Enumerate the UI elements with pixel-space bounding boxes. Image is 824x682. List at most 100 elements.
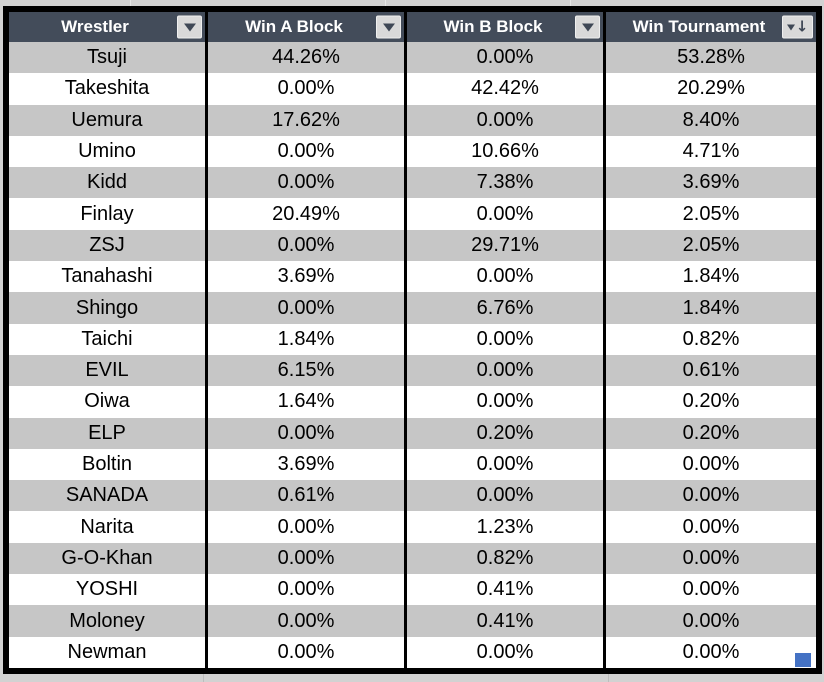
cell-win-b-block[interactable]: 0.00% [404,104,603,136]
table-row[interactable]: ZSJ 0.00% 29.71% 2.05% [9,229,816,262]
cell-win-a-block[interactable]: 0.00% [205,229,404,262]
table-row[interactable]: SANADA 0.61% 0.00% 0.00% [9,480,816,512]
cell-wrestler[interactable]: Moloney [69,609,145,632]
cell-win-tournament[interactable]: 1.84% [603,261,816,293]
cell-win-tournament[interactable]: 0.20% [603,417,816,449]
cell-win-b-block[interactable]: 0.00% [404,480,603,512]
cell-wrestler[interactable]: Uemura [71,108,143,131]
cell-win-a-block[interactable]: 0.00% [205,73,404,105]
cell-win-b-block[interactable]: 1.23% [404,511,603,543]
filter-button-win-a-block[interactable] [376,15,401,39]
cell-win-b-block[interactable]: 0.41% [404,574,603,606]
cell-win-tournament[interactable]: 0.00% [603,480,816,512]
cell-win-b-block[interactable]: 0.82% [404,542,603,575]
cell-win-a-block[interactable]: 0.00% [205,417,404,449]
cell-win-a-block[interactable]: 0.00% [205,605,404,637]
table-row[interactable]: Umino 0.00% 10.66% 4.71% [9,135,816,168]
cell-win-b-block[interactable]: 0.00% [404,323,603,355]
cell-win-a-block[interactable]: 17.62% [205,104,404,136]
cell-wrestler[interactable]: ZSJ [89,233,125,256]
table-row[interactable]: Shingo 0.00% 6.76% 1.84% [9,292,816,324]
table-row[interactable]: Tanahashi 3.69% 0.00% 1.84% [9,261,816,293]
cell-win-tournament[interactable]: 20.29% [603,73,816,105]
cell-win-b-block[interactable]: 0.00% [404,354,603,387]
cell-win-a-block[interactable]: 3.69% [205,261,404,293]
cell-win-b-block[interactable]: 0.41% [404,605,603,637]
cell-win-b-block[interactable]: 0.00% [404,386,603,418]
cell-win-tournament[interactable]: 1.84% [603,292,816,324]
cell-win-tournament[interactable]: 0.20% [603,386,816,418]
cell-wrestler[interactable]: Boltin [81,453,133,476]
table-row[interactable]: Oiwa 1.64% 0.00% 0.20% [9,386,816,418]
cell-win-a-block[interactable]: 0.00% [205,574,404,606]
table-row[interactable]: EVIL 6.15% 0.00% 0.61% [9,354,816,387]
cell-win-a-block[interactable]: 0.00% [205,167,404,199]
cell-win-tournament[interactable]: 0.61% [603,354,816,387]
cell-win-b-block[interactable]: 0.20% [404,417,603,449]
cell-wrestler[interactable]: Oiwa [84,390,130,413]
table-row[interactable]: Kidd 0.00% 7.38% 3.69% [9,167,816,199]
cell-win-a-block[interactable]: 1.84% [205,323,404,355]
cell-win-a-block[interactable]: 3.69% [205,448,404,481]
cell-win-tournament[interactable]: 53.28% [603,42,816,74]
table-row[interactable]: G-O-Khan 0.00% 0.82% 0.00% [9,542,816,575]
table-row[interactable]: Narita 0.00% 1.23% 0.00% [9,511,816,543]
cell-win-a-block[interactable]: 6.15% [205,354,404,387]
cell-win-tournament[interactable]: 0.82% [603,323,816,355]
cell-win-a-block[interactable]: 0.00% [205,511,404,543]
cell-wrestler[interactable]: YOSHI [75,578,139,601]
cell-win-tournament[interactable]: 0.00% [603,636,816,668]
cell-win-tournament[interactable]: 0.00% [603,511,816,543]
cell-wrestler[interactable]: Umino [78,140,136,163]
table-row[interactable]: Moloney 0.00% 0.41% 0.00% [9,605,816,637]
table-row[interactable]: YOSHI 0.00% 0.41% 0.00% [9,574,816,606]
cell-wrestler[interactable]: Taichi [81,327,133,350]
cell-win-tournament[interactable]: 3.69% [603,167,816,199]
cell-win-tournament[interactable]: 0.00% [603,605,816,637]
table-row[interactable]: Newman 0.00% 0.00% 0.00% [9,636,816,668]
cell-win-tournament[interactable]: 8.40% [603,104,816,136]
table-row[interactable]: ELP 0.00% 0.20% 0.20% [9,417,816,449]
cell-win-b-block[interactable]: 10.66% [404,135,603,168]
cell-win-a-block[interactable]: 0.00% [205,542,404,575]
cell-win-a-block[interactable]: 1.64% [205,386,404,418]
filter-button-win-tournament[interactable]: ↓ [782,15,813,39]
cell-wrestler[interactable]: EVIL [85,359,129,382]
cell-win-tournament[interactable]: 0.00% [603,574,816,606]
cell-wrestler[interactable]: ELP [88,421,126,444]
table-row[interactable]: Takeshita 0.00% 42.42% 20.29% [9,73,816,105]
cell-win-tournament[interactable]: 2.05% [603,198,816,230]
table-resize-handle[interactable] [795,653,811,667]
cell-win-b-block[interactable]: 29.71% [404,229,603,262]
cell-win-tournament[interactable]: 2.05% [603,229,816,262]
cell-win-b-block[interactable]: 0.00% [404,261,603,293]
cell-win-tournament[interactable]: 0.00% [603,542,816,575]
cell-wrestler[interactable]: Finlay [80,202,134,225]
cell-wrestler[interactable]: Tsuji [86,46,127,69]
cell-win-b-block[interactable]: 0.00% [404,448,603,481]
cell-win-b-block[interactable]: 0.00% [404,636,603,668]
cell-wrestler[interactable]: Shingo [75,296,139,319]
table-row[interactable]: Uemura 17.62% 0.00% 8.40% [9,104,816,136]
cell-win-a-block[interactable]: 44.26% [205,42,404,74]
cell-win-b-block[interactable]: 42.42% [404,73,603,105]
cell-wrestler[interactable]: Narita [80,515,134,538]
cell-win-b-block[interactable]: 0.00% [404,198,603,230]
table-row[interactable]: Tsuji 44.26% 0.00% 53.28% [9,42,816,74]
cell-win-a-block[interactable]: 0.00% [205,135,404,168]
filter-button-win-b-block[interactable] [575,15,600,39]
cell-wrestler[interactable]: Newman [67,640,147,663]
cell-wrestler[interactable]: G-O-Khan [61,546,153,569]
table-row[interactable]: Boltin 3.69% 0.00% 0.00% [9,448,816,481]
cell-win-a-block[interactable]: 20.49% [205,198,404,230]
cell-wrestler[interactable]: Takeshita [64,77,150,100]
filter-button-wrestler[interactable] [177,15,202,39]
cell-win-tournament[interactable]: 0.00% [603,448,816,481]
cell-win-a-block[interactable]: 0.61% [205,480,404,512]
cell-win-a-block[interactable]: 0.00% [205,636,404,668]
cell-win-a-block[interactable]: 0.00% [205,292,404,324]
cell-wrestler[interactable]: Kidd [86,171,128,194]
cell-win-b-block[interactable]: 0.00% [404,42,603,74]
cell-win-b-block[interactable]: 7.38% [404,167,603,199]
table-row[interactable]: Taichi 1.84% 0.00% 0.82% [9,323,816,355]
